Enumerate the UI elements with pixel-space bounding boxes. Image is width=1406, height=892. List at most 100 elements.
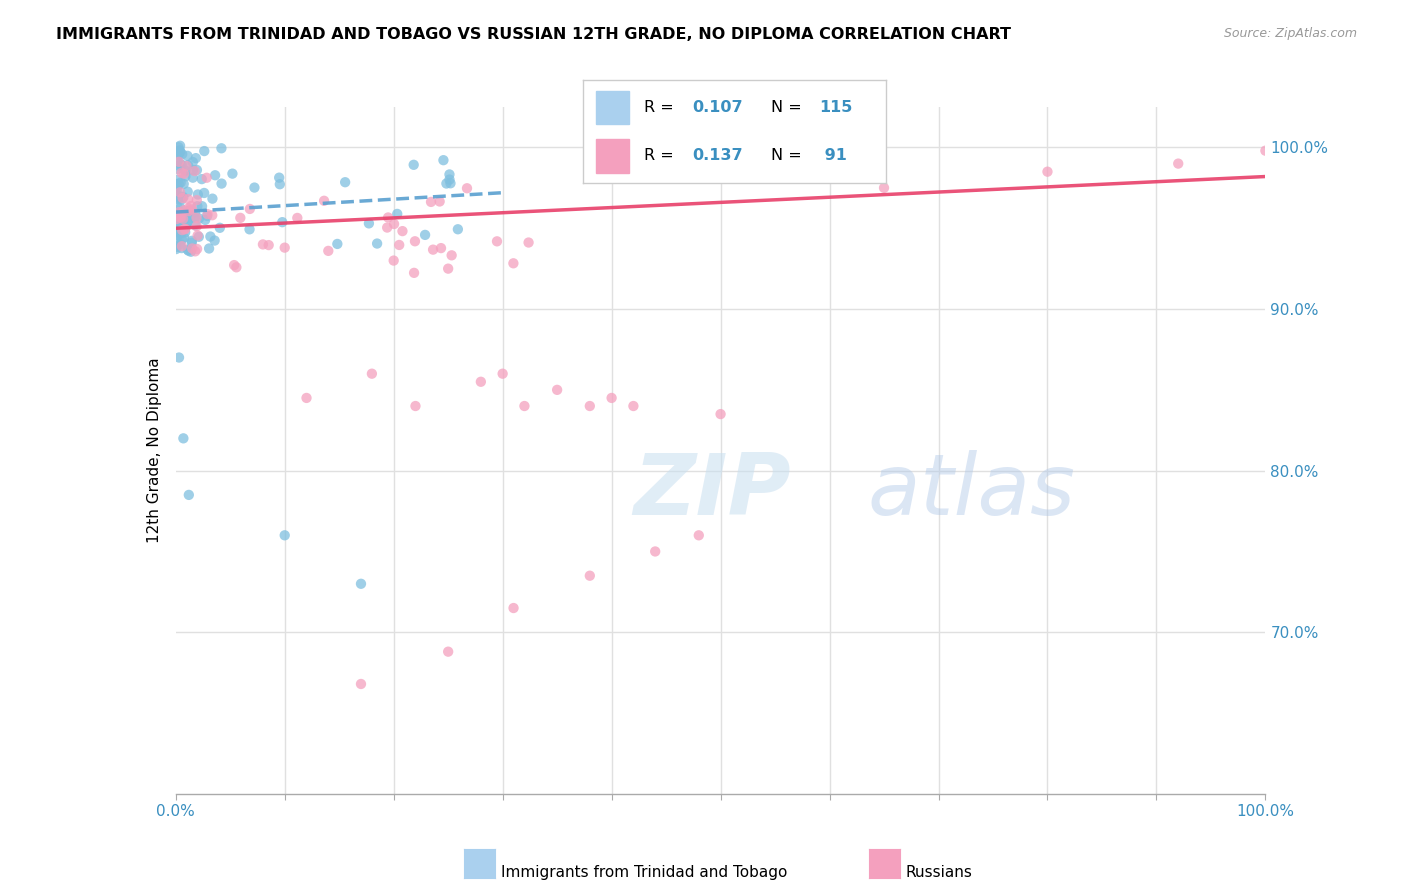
Point <box>186 219 208 234</box>
Point <box>269 170 291 185</box>
Point <box>314 194 336 208</box>
Point <box>186 242 208 256</box>
Point <box>485 235 508 249</box>
Point <box>166 212 188 227</box>
Point <box>193 144 215 158</box>
Point <box>172 220 194 235</box>
Point <box>269 178 291 192</box>
Text: 115: 115 <box>820 101 852 115</box>
Point <box>177 192 200 206</box>
Point <box>190 172 212 186</box>
Point <box>170 239 193 253</box>
Point <box>204 168 226 182</box>
Point <box>404 234 426 248</box>
Point <box>169 186 191 200</box>
Text: R =: R = <box>644 148 679 162</box>
Point <box>173 222 195 236</box>
Point <box>166 211 188 225</box>
Point <box>166 181 188 195</box>
Point <box>546 383 568 397</box>
Point <box>174 221 197 235</box>
Point <box>174 219 197 234</box>
Point <box>224 258 246 272</box>
Point <box>181 242 204 256</box>
Point <box>167 159 190 173</box>
Text: 0.137: 0.137 <box>692 148 742 162</box>
Point <box>172 431 194 445</box>
Point <box>252 237 274 252</box>
Point <box>176 159 198 173</box>
Point <box>166 227 188 242</box>
Point <box>201 208 224 222</box>
Text: Immigrants from Trinidad and Tobago: Immigrants from Trinidad and Tobago <box>501 865 787 880</box>
Point <box>177 244 200 258</box>
Point <box>167 148 190 162</box>
Point <box>166 225 188 239</box>
Y-axis label: 12th Grade, No Diploma: 12th Grade, No Diploma <box>146 358 162 543</box>
Point <box>440 248 463 262</box>
Point <box>181 170 204 185</box>
Point <box>229 211 252 225</box>
Point <box>208 220 231 235</box>
Text: atlas: atlas <box>868 450 1076 533</box>
Point <box>170 210 193 224</box>
Point <box>172 147 194 161</box>
Point <box>180 244 202 259</box>
Point <box>179 211 201 225</box>
Point <box>181 163 204 178</box>
Point <box>326 236 349 251</box>
Point <box>172 223 194 237</box>
Point <box>470 375 492 389</box>
Point <box>165 187 187 202</box>
Point <box>360 367 382 381</box>
Point <box>177 214 200 228</box>
Point <box>166 153 188 167</box>
Point <box>318 244 340 258</box>
FancyBboxPatch shape <box>596 91 628 124</box>
Point <box>181 202 204 217</box>
Point <box>167 191 190 205</box>
Point <box>198 242 221 256</box>
Point <box>167 190 190 204</box>
Point <box>873 181 896 195</box>
Point <box>274 241 297 255</box>
Point <box>434 177 457 191</box>
Point <box>1036 164 1059 178</box>
Point <box>177 243 200 257</box>
Point <box>274 528 297 542</box>
Point <box>382 253 405 268</box>
Point <box>177 488 200 502</box>
Point <box>388 238 411 252</box>
Point <box>176 149 198 163</box>
Point <box>432 153 454 168</box>
Point <box>195 170 218 185</box>
Point <box>169 201 191 215</box>
Point <box>402 158 425 172</box>
Point <box>183 164 205 178</box>
Point <box>439 168 461 182</box>
Point <box>167 154 190 169</box>
Point <box>172 211 194 226</box>
Point <box>437 645 460 659</box>
Point <box>167 205 190 219</box>
Point <box>377 211 399 225</box>
Text: 0.107: 0.107 <box>692 101 742 115</box>
Point <box>165 233 187 247</box>
Point <box>517 235 540 250</box>
Point <box>492 367 515 381</box>
Point <box>333 175 356 189</box>
Point <box>184 151 207 165</box>
Point <box>172 191 194 205</box>
Point <box>169 219 191 234</box>
Point <box>169 176 191 190</box>
Text: ZIP: ZIP <box>633 450 792 533</box>
Point <box>391 224 413 238</box>
Point <box>201 192 224 206</box>
Point <box>173 230 195 244</box>
Point <box>177 158 200 172</box>
Point <box>1254 144 1277 158</box>
Point <box>167 351 190 365</box>
Point <box>165 242 187 256</box>
Point <box>194 213 217 227</box>
Point <box>176 185 198 199</box>
